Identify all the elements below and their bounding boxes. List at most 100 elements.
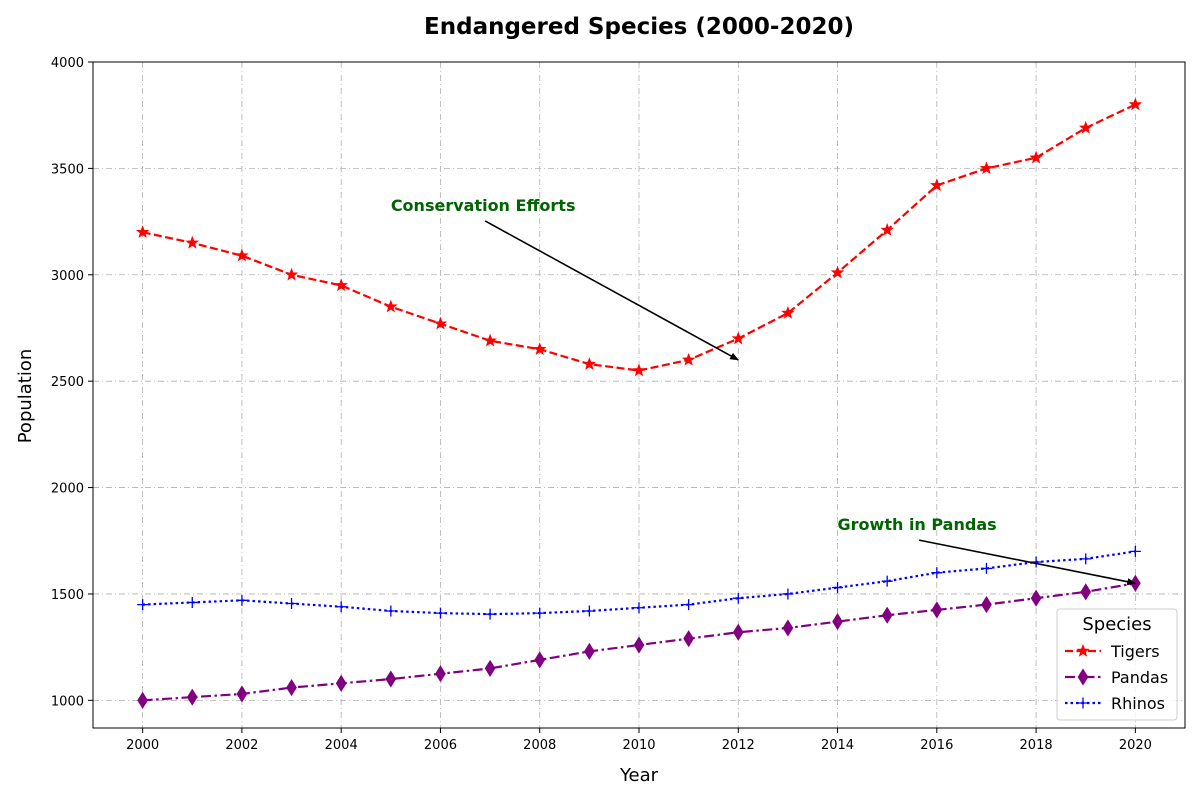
data-point-rhinos: [186, 596, 198, 608]
data-point-pandas: [633, 636, 645, 654]
legend-entry-rhinos: Rhinos: [1065, 694, 1165, 713]
data-point-pandas: [782, 619, 794, 637]
data-point-pandas: [1030, 589, 1042, 607]
data-point-tigers: [433, 316, 448, 330]
chart-title: Endangered Species (2000-2020): [424, 14, 854, 40]
legend-label-tigers: Tigers: [1110, 642, 1160, 661]
data-point-tigers: [880, 223, 894, 236]
x-tick-label: 2000: [126, 738, 159, 753]
y-tick-label: 3000: [51, 269, 84, 284]
data-point-pandas: [981, 596, 992, 614]
data-point-rhinos: [980, 562, 992, 574]
data-point-pandas: [484, 659, 496, 677]
x-axis-ticks: 2000 2002 2004 2006 2008 2010 2012 2014 2016 2018…: [126, 728, 1152, 753]
y-tick-label: 3500: [51, 162, 84, 177]
y-tick-label: 4000: [51, 56, 84, 71]
y-axis-ticks: 1000 1500 2000 2500 3000 3500 4000: [51, 56, 93, 709]
legend-label-rhinos: Rhinos: [1111, 694, 1165, 713]
annotation-arrow-1: [484, 220, 740, 361]
data-point-pandas: [186, 688, 198, 706]
legend-marker-rhinos: [1077, 697, 1089, 709]
data-point-rhinos: [286, 598, 298, 610]
data-point-pandas: [236, 685, 248, 703]
x-tick-label: 2010: [622, 738, 655, 753]
data-point-tigers: [185, 235, 199, 249]
x-tick-label: 2008: [523, 738, 556, 753]
data-point-rhinos: [434, 607, 446, 619]
x-tick-label: 2016: [920, 738, 953, 753]
x-tick-label: 2018: [1020, 738, 1053, 753]
x-tick-label: 2002: [225, 738, 258, 753]
data-point-pandas: [335, 674, 347, 692]
data-point-tigers: [235, 248, 249, 262]
x-tick-label: 2006: [424, 738, 457, 753]
x-tick-label: 2012: [722, 738, 755, 753]
data-point-rhinos: [335, 601, 347, 613]
data-point-pandas: [683, 630, 694, 648]
data-point-pandas: [584, 642, 595, 660]
data-point-rhinos: [534, 607, 546, 619]
data-point-rhinos: [137, 599, 149, 611]
data-point-tigers: [135, 225, 150, 238]
legend-box: [1056, 608, 1178, 721]
y-axis-label: Population: [15, 349, 36, 444]
data-point-tigers: [582, 357, 597, 370]
data-point-rhinos: [236, 594, 248, 606]
data-point-tigers: [284, 267, 299, 281]
data-point-tigers: [334, 278, 348, 292]
data-point-pandas: [286, 679, 297, 697]
legend-label-pandas: Pandas: [1111, 668, 1168, 687]
y-tick-label: 1000: [51, 694, 84, 709]
data-point-tigers: [1029, 150, 1043, 164]
data-point-tigers: [830, 265, 845, 279]
data-point-rhinos: [1129, 545, 1141, 557]
legend-entry-pandas: Pandas: [1065, 668, 1168, 687]
data-point-tigers: [930, 178, 944, 192]
annotation-text-2: Growth in Pandas: [838, 515, 997, 534]
data-point-tigers: [384, 299, 398, 313]
data-point-tigers: [681, 352, 696, 366]
data-point-rhinos: [583, 605, 595, 617]
x-tick-label: 2014: [821, 738, 854, 753]
x-tick-label: 2004: [325, 738, 358, 753]
x-tick-label: 2020: [1119, 738, 1152, 753]
y-tick-label: 1500: [51, 588, 84, 603]
data-point-pandas: [732, 623, 744, 641]
data-point-rhinos: [385, 605, 397, 617]
annotation-text-1: Conservation Efforts: [391, 196, 576, 215]
data-point-rhinos: [732, 592, 744, 604]
data-point-tigers: [781, 306, 795, 319]
data-point-pandas: [881, 606, 893, 624]
data-point-pandas: [534, 651, 546, 669]
series-line-pandas: [142, 582, 1136, 702]
legend-entries: Tigers Pandas Rhinos: [1065, 642, 1168, 713]
data-point-rhinos: [931, 567, 943, 579]
data-point-pandas: [385, 670, 397, 688]
data-point-tigers: [632, 363, 646, 377]
x-axis-label: Year: [619, 765, 659, 786]
data-point-rhinos: [782, 588, 794, 600]
data-point-rhinos: [832, 582, 844, 594]
data-point-rhinos: [633, 602, 645, 614]
annotation-arrow-2: [918, 539, 1137, 586]
series-line-tigers: [142, 103, 1136, 372]
legend-title: Species: [1082, 614, 1151, 635]
data-point-pandas: [832, 613, 843, 631]
y-tick-label: 2500: [51, 375, 84, 390]
legend: Species Tigers Pandas Rhinos: [1056, 608, 1178, 721]
annotations: Conservation Efforts Growth in Pandas: [391, 196, 1137, 586]
data-point-tigers: [533, 342, 547, 355]
data-point-rhinos: [484, 608, 496, 620]
data-point-tigers: [731, 331, 745, 345]
data-point-tigers: [979, 161, 994, 175]
data-point-pandas: [1080, 583, 1092, 601]
legend-marker-pandas: [1077, 668, 1089, 686]
data-point-tigers: [1128, 97, 1143, 111]
data-point-pandas: [435, 665, 446, 683]
data-point-rhinos: [683, 599, 695, 611]
data-point-tigers: [1079, 120, 1093, 134]
data-point-rhinos: [881, 575, 893, 587]
data-point-pandas: [137, 691, 148, 709]
data-point-pandas: [931, 601, 943, 619]
